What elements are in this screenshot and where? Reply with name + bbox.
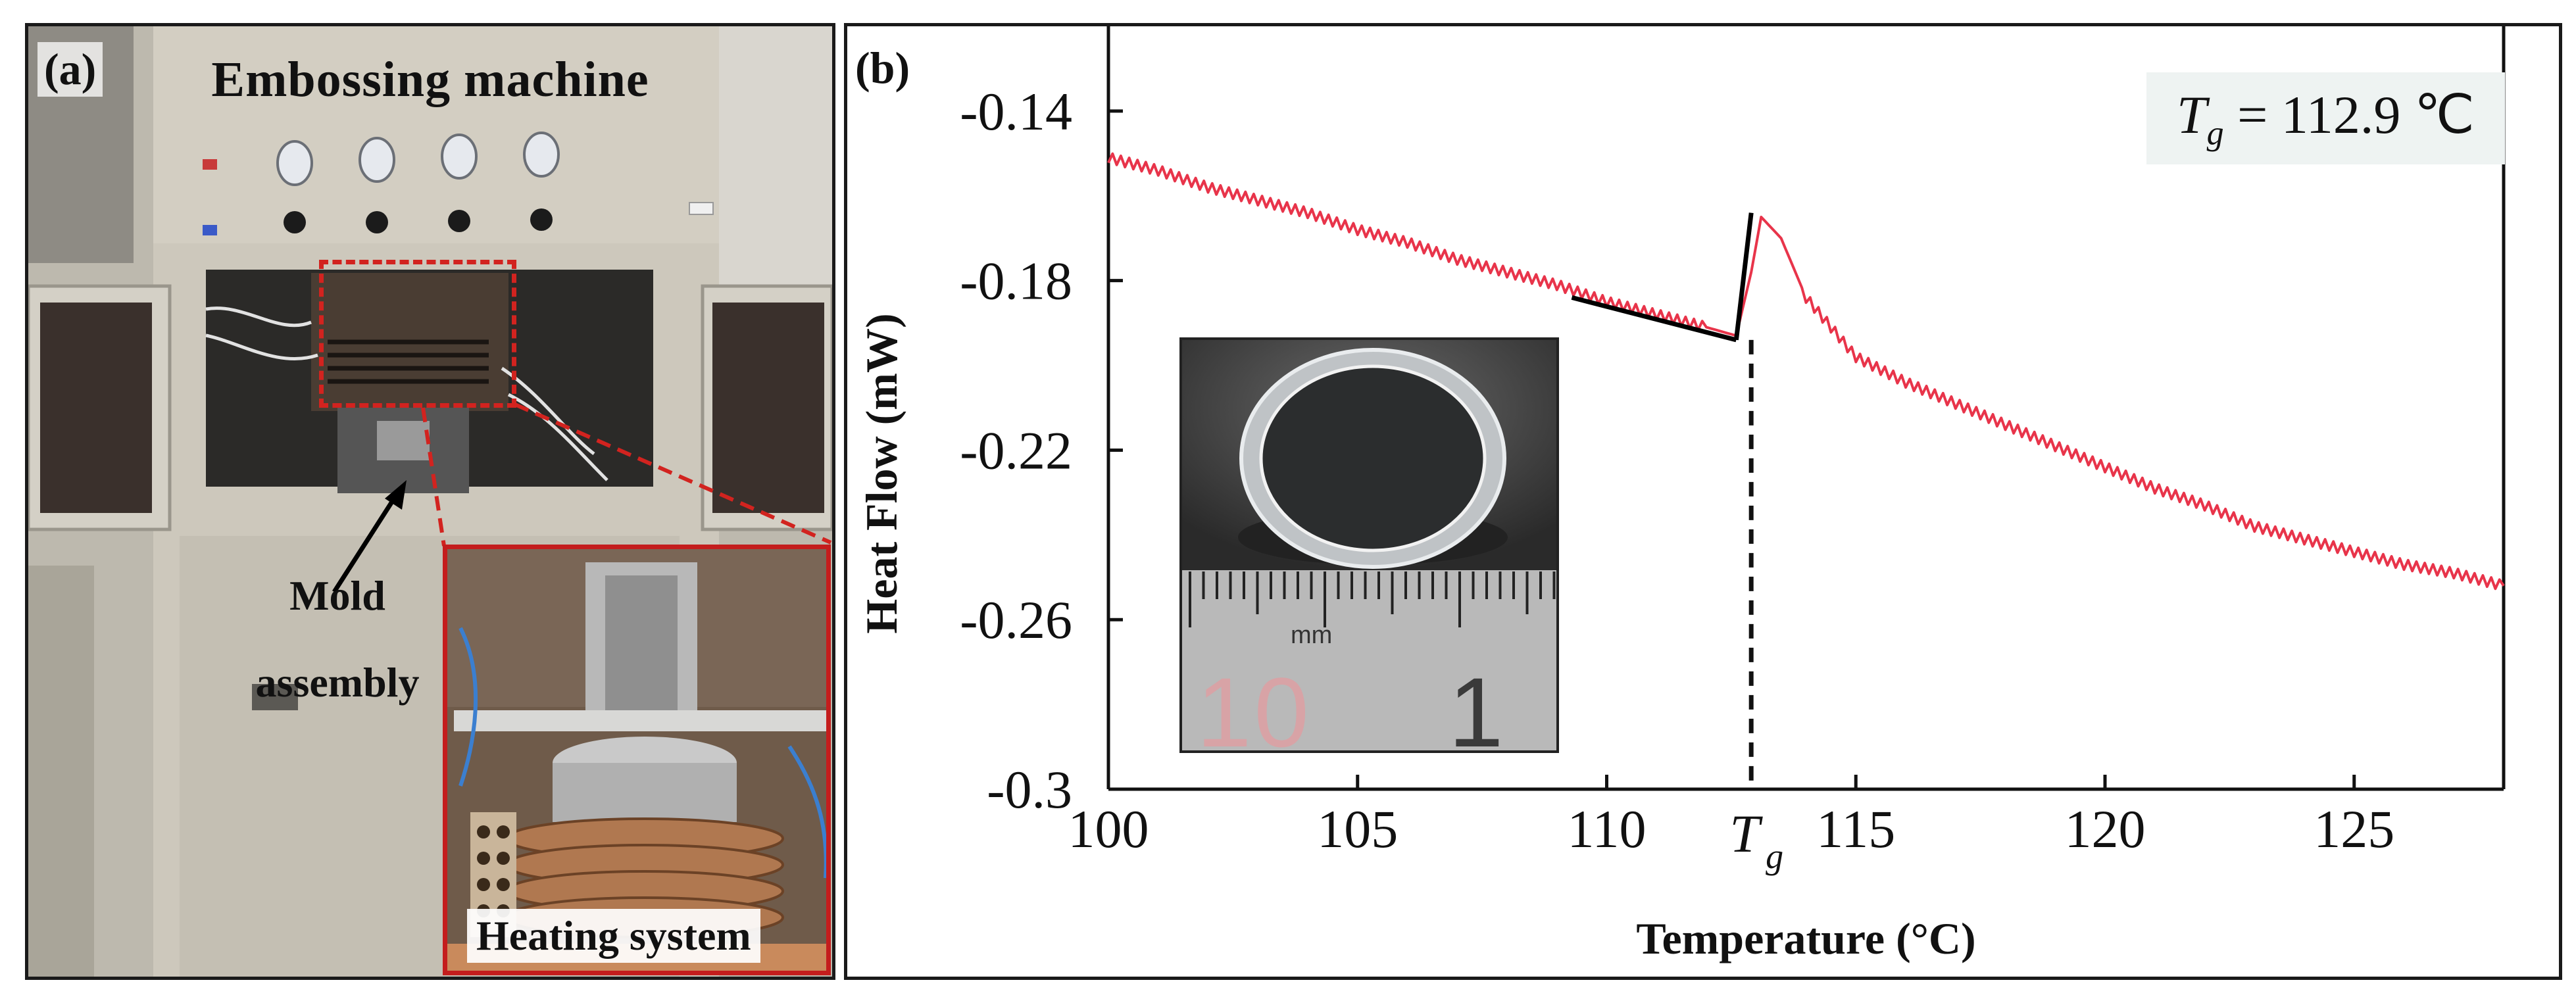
tg-subscript: g xyxy=(2206,114,2224,153)
panel-a: (a) Embossing machine Mold assembly xyxy=(25,23,835,980)
y-axis-title: Heat Flow (mW) xyxy=(856,313,906,633)
mold-region-highlight-box xyxy=(319,260,516,408)
series-line-0 xyxy=(1107,152,2505,591)
y-tick-label: -0.22 xyxy=(960,420,1072,480)
mold-label-line1: Mold xyxy=(289,572,385,619)
chart-series xyxy=(1107,152,2505,789)
tg-value-text: = 112.9 ℃ xyxy=(2237,85,2475,145)
x-tick-label: 110 xyxy=(1568,799,1647,859)
y-tick-label: -0.3 xyxy=(987,760,1072,819)
tg-axis-subscript: g xyxy=(1766,837,1783,876)
panel-a-label: (a) xyxy=(37,42,103,97)
y-tick-label: -0.14 xyxy=(960,82,1072,141)
x-tick-label: 100 xyxy=(1068,799,1149,859)
series-line-1 xyxy=(1571,295,1737,343)
ruler-number-10: 10 xyxy=(1197,657,1312,753)
sample-disc-photo xyxy=(1182,340,1556,750)
panel-b-label: (b) xyxy=(855,43,910,93)
series-line-2 xyxy=(1733,212,1754,341)
panel-b: -0.14 -0.18 -0.22 -0.26 -0.3 100 105 110 115 120 1… xyxy=(844,23,2562,980)
x-tick-label: 105 xyxy=(1317,799,1398,859)
heating-system-inset: Heating system xyxy=(443,545,831,975)
x-tick-label: 115 xyxy=(1816,799,1895,859)
x-tick-label: 125 xyxy=(2314,799,2394,859)
x-axis-title: Temperature (°C) xyxy=(1636,913,1975,963)
tg-symbol: T xyxy=(2177,85,2207,145)
y-tick-label: -0.18 xyxy=(960,251,1072,311)
embossing-machine-title: Embossing machine xyxy=(211,52,649,107)
heating-system-label: Heating system xyxy=(467,909,760,963)
x-tick-label: 120 xyxy=(2065,799,2146,859)
mold-assembly-label: Mold assembly xyxy=(229,552,446,726)
sample-inset-photo: mm 10 1 xyxy=(1179,337,1559,753)
mold-label-line2: assembly xyxy=(255,659,420,706)
tg-axis-label: T xyxy=(1729,804,1763,863)
tg-value-annotation: Tg = 112.9 ℃ xyxy=(2146,72,2505,164)
y-tick-label: -0.26 xyxy=(960,590,1072,650)
ruler-unit-label: mm xyxy=(1291,621,1333,649)
ruler-number-1: 1 xyxy=(1449,657,1504,753)
